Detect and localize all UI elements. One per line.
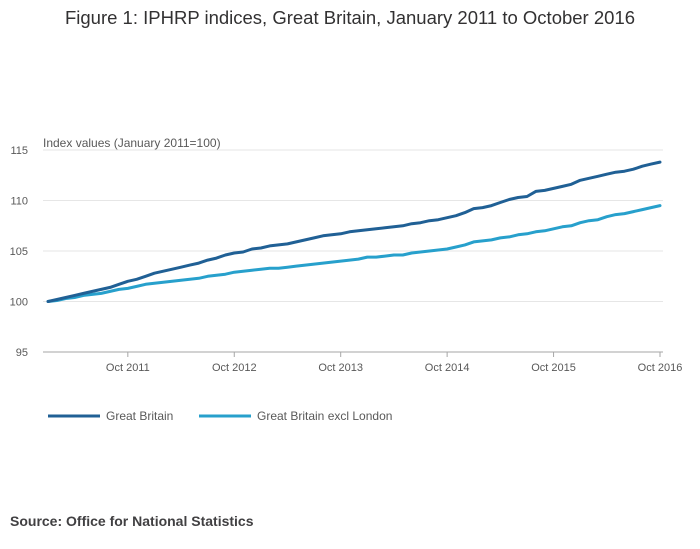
series-line-1 <box>46 160 662 303</box>
x-tick-label: Oct 2014 <box>425 362 470 374</box>
y-axis-ticks: 95 100 105 110 115 <box>10 145 28 359</box>
y-tick-label: 105 <box>10 246 28 258</box>
series-lines <box>46 160 662 303</box>
y-tick-label: 100 <box>10 297 28 309</box>
series-line-2 <box>46 204 662 303</box>
legend-label-2: Great Britain excl London <box>257 409 392 423</box>
x-tick-label: Oct 2016 <box>638 362 683 374</box>
y-tick-label: 110 <box>10 196 28 208</box>
y-tick-label: 95 <box>16 347 28 359</box>
y-axis-label: Index values (January 2011=100) <box>43 136 221 150</box>
x-tick-label: Oct 2011 <box>106 362 150 374</box>
legend[interactable]: Great Britain Great Britain excl London <box>48 409 392 423</box>
x-axis-ticks: Oct 2011 Oct 2012 Oct 2013 Oct 2014 Oct 2015… <box>106 352 682 374</box>
gridlines <box>43 149 663 353</box>
x-tick-label: Oct 2012 <box>212 362 257 374</box>
y-tick-label: 115 <box>10 145 28 157</box>
source-note: Source: Office for National Statistics <box>10 513 254 529</box>
line-chart: Index values (January 2011=100) 95 100 105… <box>10 136 683 423</box>
chart-title: Figure 1: IPHRP indices, Great Britain, … <box>64 7 636 28</box>
x-tick-label: Oct 2015 <box>531 362 576 374</box>
legend-label-1: Great Britain <box>106 409 173 423</box>
x-tick-label: Oct 2013 <box>318 362 363 374</box>
